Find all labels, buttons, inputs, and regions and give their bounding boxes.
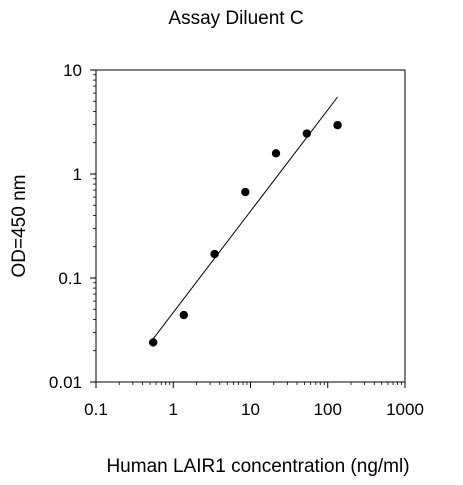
- data-point: [210, 249, 219, 259]
- y-tick-label: 0.1: [58, 269, 82, 288]
- chart-title: Assay Diluent C: [168, 8, 303, 29]
- plot-frame: [95, 69, 406, 383]
- x-tick-label: 10: [241, 400, 260, 419]
- y-axis-label: OD=450 nm: [9, 175, 30, 278]
- x-tick-label: 1: [169, 400, 178, 419]
- data-point: [302, 129, 312, 138]
- y-tick-label: 10: [63, 61, 82, 80]
- x-axis: 0.1 1 10 100 1000: [84, 382, 424, 419]
- y-tick-label: 1: [73, 165, 82, 184]
- x-tick-label: 100: [314, 400, 342, 419]
- data-point: [333, 120, 342, 130]
- x-tick-label: 0.1: [84, 400, 108, 419]
- x-axis-label: Human LAIR1 concentration (ng/ml): [106, 456, 409, 477]
- data-point: [241, 187, 250, 197]
- data-point: [179, 310, 189, 320]
- y-tick-label: 0.01: [49, 373, 82, 392]
- data-point: [148, 338, 158, 347]
- x-tick-label: 1000: [386, 400, 424, 419]
- data-series: [148, 120, 342, 347]
- data-point: [271, 149, 281, 158]
- y-axis: 0.01 0.1 1 10: [49, 61, 96, 392]
